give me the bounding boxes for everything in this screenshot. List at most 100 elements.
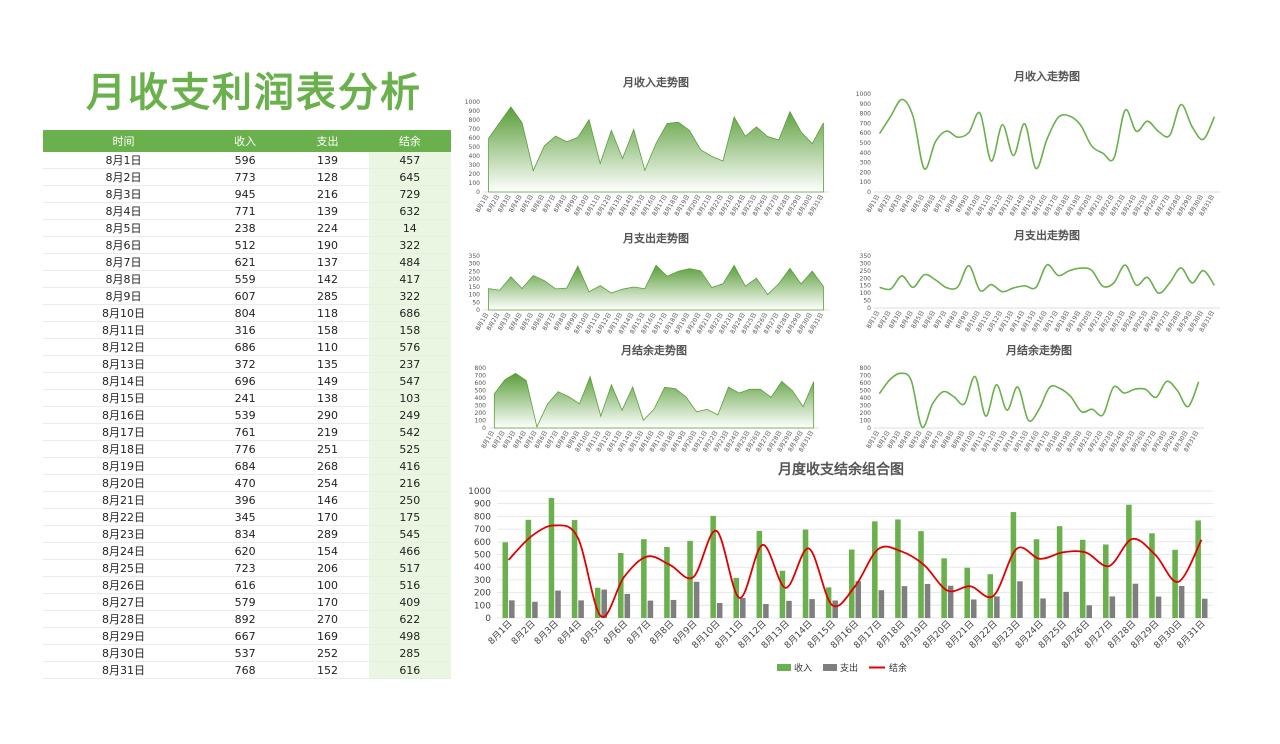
y-tick-label: 400 [860,150,872,157]
col-header-0: 时间 [43,130,204,152]
y-tick-label: 500 [475,388,487,395]
table-cell: 517 [368,559,451,577]
bar-income [641,539,647,618]
y-tick-label: 200 [469,171,481,178]
table-cell: 607 [203,287,287,305]
table-cell: 237 [368,355,451,373]
data-table: 时间 收入 支出 结余 8月1日 596 139 457 8月2日 773 128 645 8月3日 9… [43,130,451,679]
table-cell: 158 [286,321,369,339]
y-tick-label: 100 [475,418,487,425]
income-line-chart: 月收入走势图 0 100 200 300 400 500 600 700 800 900 1000 8月… [852,66,1222,216]
chart-title: 月支出走势图 [622,231,689,245]
table-cell: 8月4日 [43,202,204,220]
x-tick-label: 8月3日 [532,618,561,647]
table-row: 8月16日 539 290 249 [43,406,451,424]
table-cell: 8月21日 [43,491,204,509]
table-cell: 8月5日 [43,219,204,237]
table-cell: 251 [286,440,369,458]
table-cell: 224 [286,219,369,237]
table-cell: 169 [286,627,369,645]
table-cell: 241 [203,389,287,407]
table-cell: 322 [368,236,451,254]
table-cell: 8月14日 [43,372,204,390]
table-row: 8月26日 616 100 516 [43,576,451,594]
bar-expense [1201,598,1208,618]
table-cell: 579 [203,593,287,611]
table-cell: 771 [203,202,287,220]
income-area-chart: 月收入走势图 0 100 200 300 400 500 600 700 800 900 1000 8月… [461,72,831,222]
balance-line-chart: 月结余走势图 0 100 200 300 400 500 600 700 800 8月1日 8月2日 8… [852,342,1222,456]
y-tick-label: 150 [860,283,872,290]
bar-expense [716,603,723,618]
table-cell: 154 [286,542,369,560]
bar-income [802,529,809,618]
bar-income [756,530,763,618]
table-row: 8月29日 667 169 498 [43,627,451,645]
table-cell: 8月8日 [43,270,204,288]
table-row: 8月27日 579 170 409 [43,593,451,611]
y-tick-label: 100 [860,179,872,186]
y-tick-label: 100 [860,418,872,425]
table-row: 8月12日 686 110 576 [43,338,451,356]
legend-swatch-income [777,664,791,671]
table-cell: 834 [203,525,287,543]
line-series [879,263,1216,294]
chart-title: 月支出走势图 [1013,228,1080,242]
page-title: 月收支利润表分析 [86,70,422,116]
bar-expense [740,597,746,618]
table-cell: 8月31日 [43,661,204,679]
table-header-row: 时间 收入 支出 结余 [43,130,451,152]
y-tick-label: 300 [469,162,481,169]
table-row: 8月24日 620 154 466 [43,542,451,560]
table-cell: 103 [368,389,451,407]
x-tick-label: 8月7日 [625,618,654,647]
x-tick-label: 8月4日 [555,618,584,647]
table-cell: 8月3日 [43,185,204,203]
y-tick-label: 250 [860,268,872,275]
table-cell: 632 [368,202,451,220]
table-cell: 322 [368,287,451,305]
table-row: 8月1日 596 139 457 [43,152,451,169]
bar-income [1195,520,1201,618]
table-cell: 238 [203,219,287,237]
table-row: 8月5日 238 224 14 [43,219,451,237]
y-tick-label: 400 [474,563,491,573]
table-cell: 8月13日 [43,355,204,373]
table-row: 8月4日 771 139 632 [43,202,451,220]
bar-expense [947,585,954,618]
y-tick-label: 500 [860,140,872,147]
x-tick-label: 8月5日 [578,618,607,647]
table-cell: 219 [286,423,369,441]
table-row: 8月14日 696 149 547 [43,372,451,390]
bar-income [1010,512,1017,618]
y-tick-label: 800 [475,365,487,372]
line-series [878,98,1216,170]
table-cell: 152 [286,661,369,679]
bar-expense [1086,605,1093,618]
table-cell: 345 [203,508,287,526]
table-row: 8月9日 607 285 322 [43,287,451,305]
y-tick-label: 200 [860,275,872,282]
table-cell: 768 [203,661,287,679]
y-tick-label: 1000 [465,99,480,106]
y-tick-label: 100 [469,180,481,187]
table-cell: 416 [368,457,451,475]
y-tick-label: 800 [860,111,872,118]
bar-income [1126,504,1132,618]
table-cell: 804 [203,304,287,322]
bar-income [525,519,532,618]
bar-expense [624,593,631,618]
bar-expense [924,583,931,618]
table-cell: 8月16日 [43,406,204,424]
table-cell: 139 [286,152,369,169]
legend-swatch-expense [823,664,837,671]
table-cell: 372 [203,355,287,373]
table-cell: 158 [368,321,451,339]
y-tick-label: 700 [474,525,491,535]
table-cell: 684 [203,457,287,475]
table-cell: 466 [368,542,451,560]
chart-title: 月收入走势图 [622,75,689,89]
table-row: 8月23日 834 289 545 [43,525,451,543]
bar-income [918,531,924,618]
table-cell: 8月27日 [43,593,204,611]
